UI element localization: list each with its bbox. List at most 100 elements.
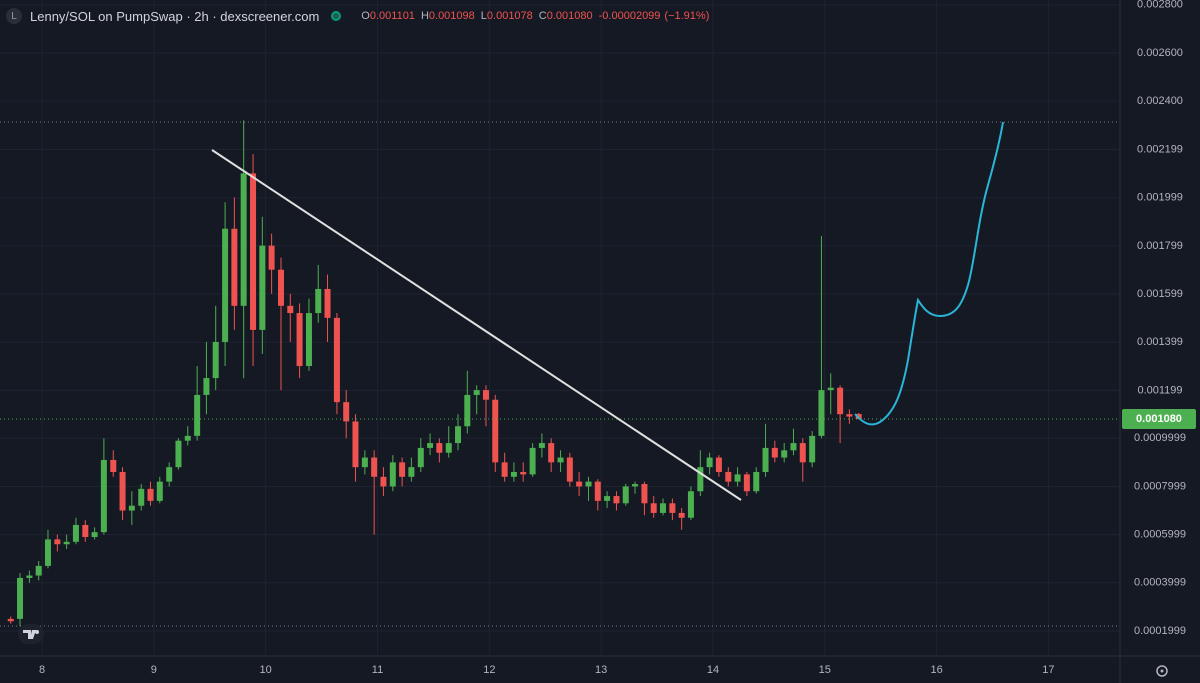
candle-body [250, 173, 257, 330]
candle-body [138, 488, 145, 506]
candle-body [147, 488, 154, 501]
candle-body [799, 443, 806, 463]
candle-body [464, 394, 471, 427]
y-tick-label: 0.0001999 [1134, 625, 1186, 637]
candle-body [697, 467, 704, 492]
candle-body [641, 484, 648, 504]
candle-body [790, 443, 797, 451]
candle-body [837, 387, 844, 415]
candle-body [753, 471, 760, 492]
candle-body [445, 443, 452, 453]
candle-body [501, 462, 508, 477]
candle-body [399, 462, 406, 477]
candle-body [212, 341, 219, 379]
candle-body [26, 575, 33, 578]
candle-body [520, 471, 527, 475]
candle-body [389, 462, 396, 487]
candle-body [594, 481, 601, 501]
candle-body [762, 447, 769, 472]
candle-body [128, 505, 135, 511]
candle-body [455, 426, 462, 444]
candle-body [659, 503, 666, 513]
y-tick-label: 0.0005999 [1134, 529, 1186, 541]
candle-body [743, 474, 750, 492]
ohlc-value: 0.001078 [486, 10, 533, 22]
grid [0, 0, 1120, 655]
ohlc-value: 0.001098 [428, 10, 475, 22]
candle-body [184, 435, 191, 441]
chart-title: Lenny/SOL on PumpSwap · 2h · dexscreener… [30, 8, 320, 24]
candle-body [72, 524, 79, 542]
y-tick-label: 0.002400 [1137, 95, 1183, 107]
candle-body [100, 459, 107, 533]
status-dot [331, 11, 342, 21]
ohlc-legend: O 0.001101 H 0.001098 L 0.001078 C 0.001080 [355, 10, 592, 22]
candles [7, 120, 862, 627]
candle-body [119, 471, 126, 511]
candle-body [557, 457, 564, 463]
candle-body [380, 476, 387, 487]
candle-body [725, 471, 732, 482]
y-tick-label: 0.0007999 [1134, 480, 1186, 492]
candle-body [473, 390, 480, 395]
candle-body [566, 457, 573, 482]
candle-body [194, 394, 201, 436]
candle-body [361, 457, 368, 468]
candle-body [371, 457, 378, 477]
x-tick-label: 12 [483, 664, 495, 676]
token-icon: L [6, 8, 22, 24]
candle-body [305, 313, 312, 367]
x-tick-label: 10 [260, 664, 272, 676]
candle-body [278, 269, 285, 306]
y-tick-label: 0.001799 [1137, 240, 1183, 252]
candle-body [417, 447, 424, 468]
projection-curve [854, 121, 1004, 426]
candle-body [669, 503, 676, 513]
candle-body [706, 457, 713, 468]
candle-body [585, 481, 592, 487]
candle-body [333, 317, 340, 403]
candle-body [287, 305, 294, 314]
candle-body [63, 541, 70, 545]
ohlc-key: L [480, 10, 487, 22]
candle-body [156, 481, 163, 501]
candle-body [166, 467, 173, 482]
candle-body [231, 228, 238, 306]
change: -0.00002099 [598, 10, 661, 22]
candle-body [548, 443, 555, 463]
x-tick-label: 16 [930, 664, 942, 676]
settings-icon[interactable] [1156, 665, 1168, 677]
ohlc-value: 0.001080 [546, 10, 593, 22]
candle-body [296, 313, 303, 367]
candle-body [771, 447, 778, 458]
x-tick-label: 9 [151, 664, 157, 676]
y-tick-label: 0.0009999 [1134, 432, 1186, 444]
y-tick-label: 0.002199 [1137, 143, 1183, 155]
candle-body [678, 512, 685, 518]
change-percent: (−1.91%) [664, 10, 710, 22]
candle-body [17, 577, 24, 619]
candle-body [427, 443, 434, 448]
candle-body [44, 539, 51, 566]
candle-body [91, 532, 98, 538]
candle-body [175, 440, 182, 468]
candle-body [650, 503, 657, 513]
ohlc-key: C [538, 10, 547, 22]
candle-body [613, 496, 620, 504]
candle-body [82, 524, 89, 538]
candle-body [781, 450, 788, 458]
y-tick-label: 0.001199 [1137, 384, 1182, 396]
candle-body [734, 474, 741, 482]
x-tick-label: 8 [39, 664, 45, 676]
candle-body [54, 539, 61, 545]
x-tick-label: 13 [595, 664, 607, 676]
candle-body [846, 414, 853, 417]
candle-body [352, 421, 359, 468]
candle-body [315, 288, 322, 314]
y-tick-label: 0.001399 [1137, 336, 1183, 348]
candle-body [7, 618, 14, 622]
candle-body [110, 459, 117, 472]
